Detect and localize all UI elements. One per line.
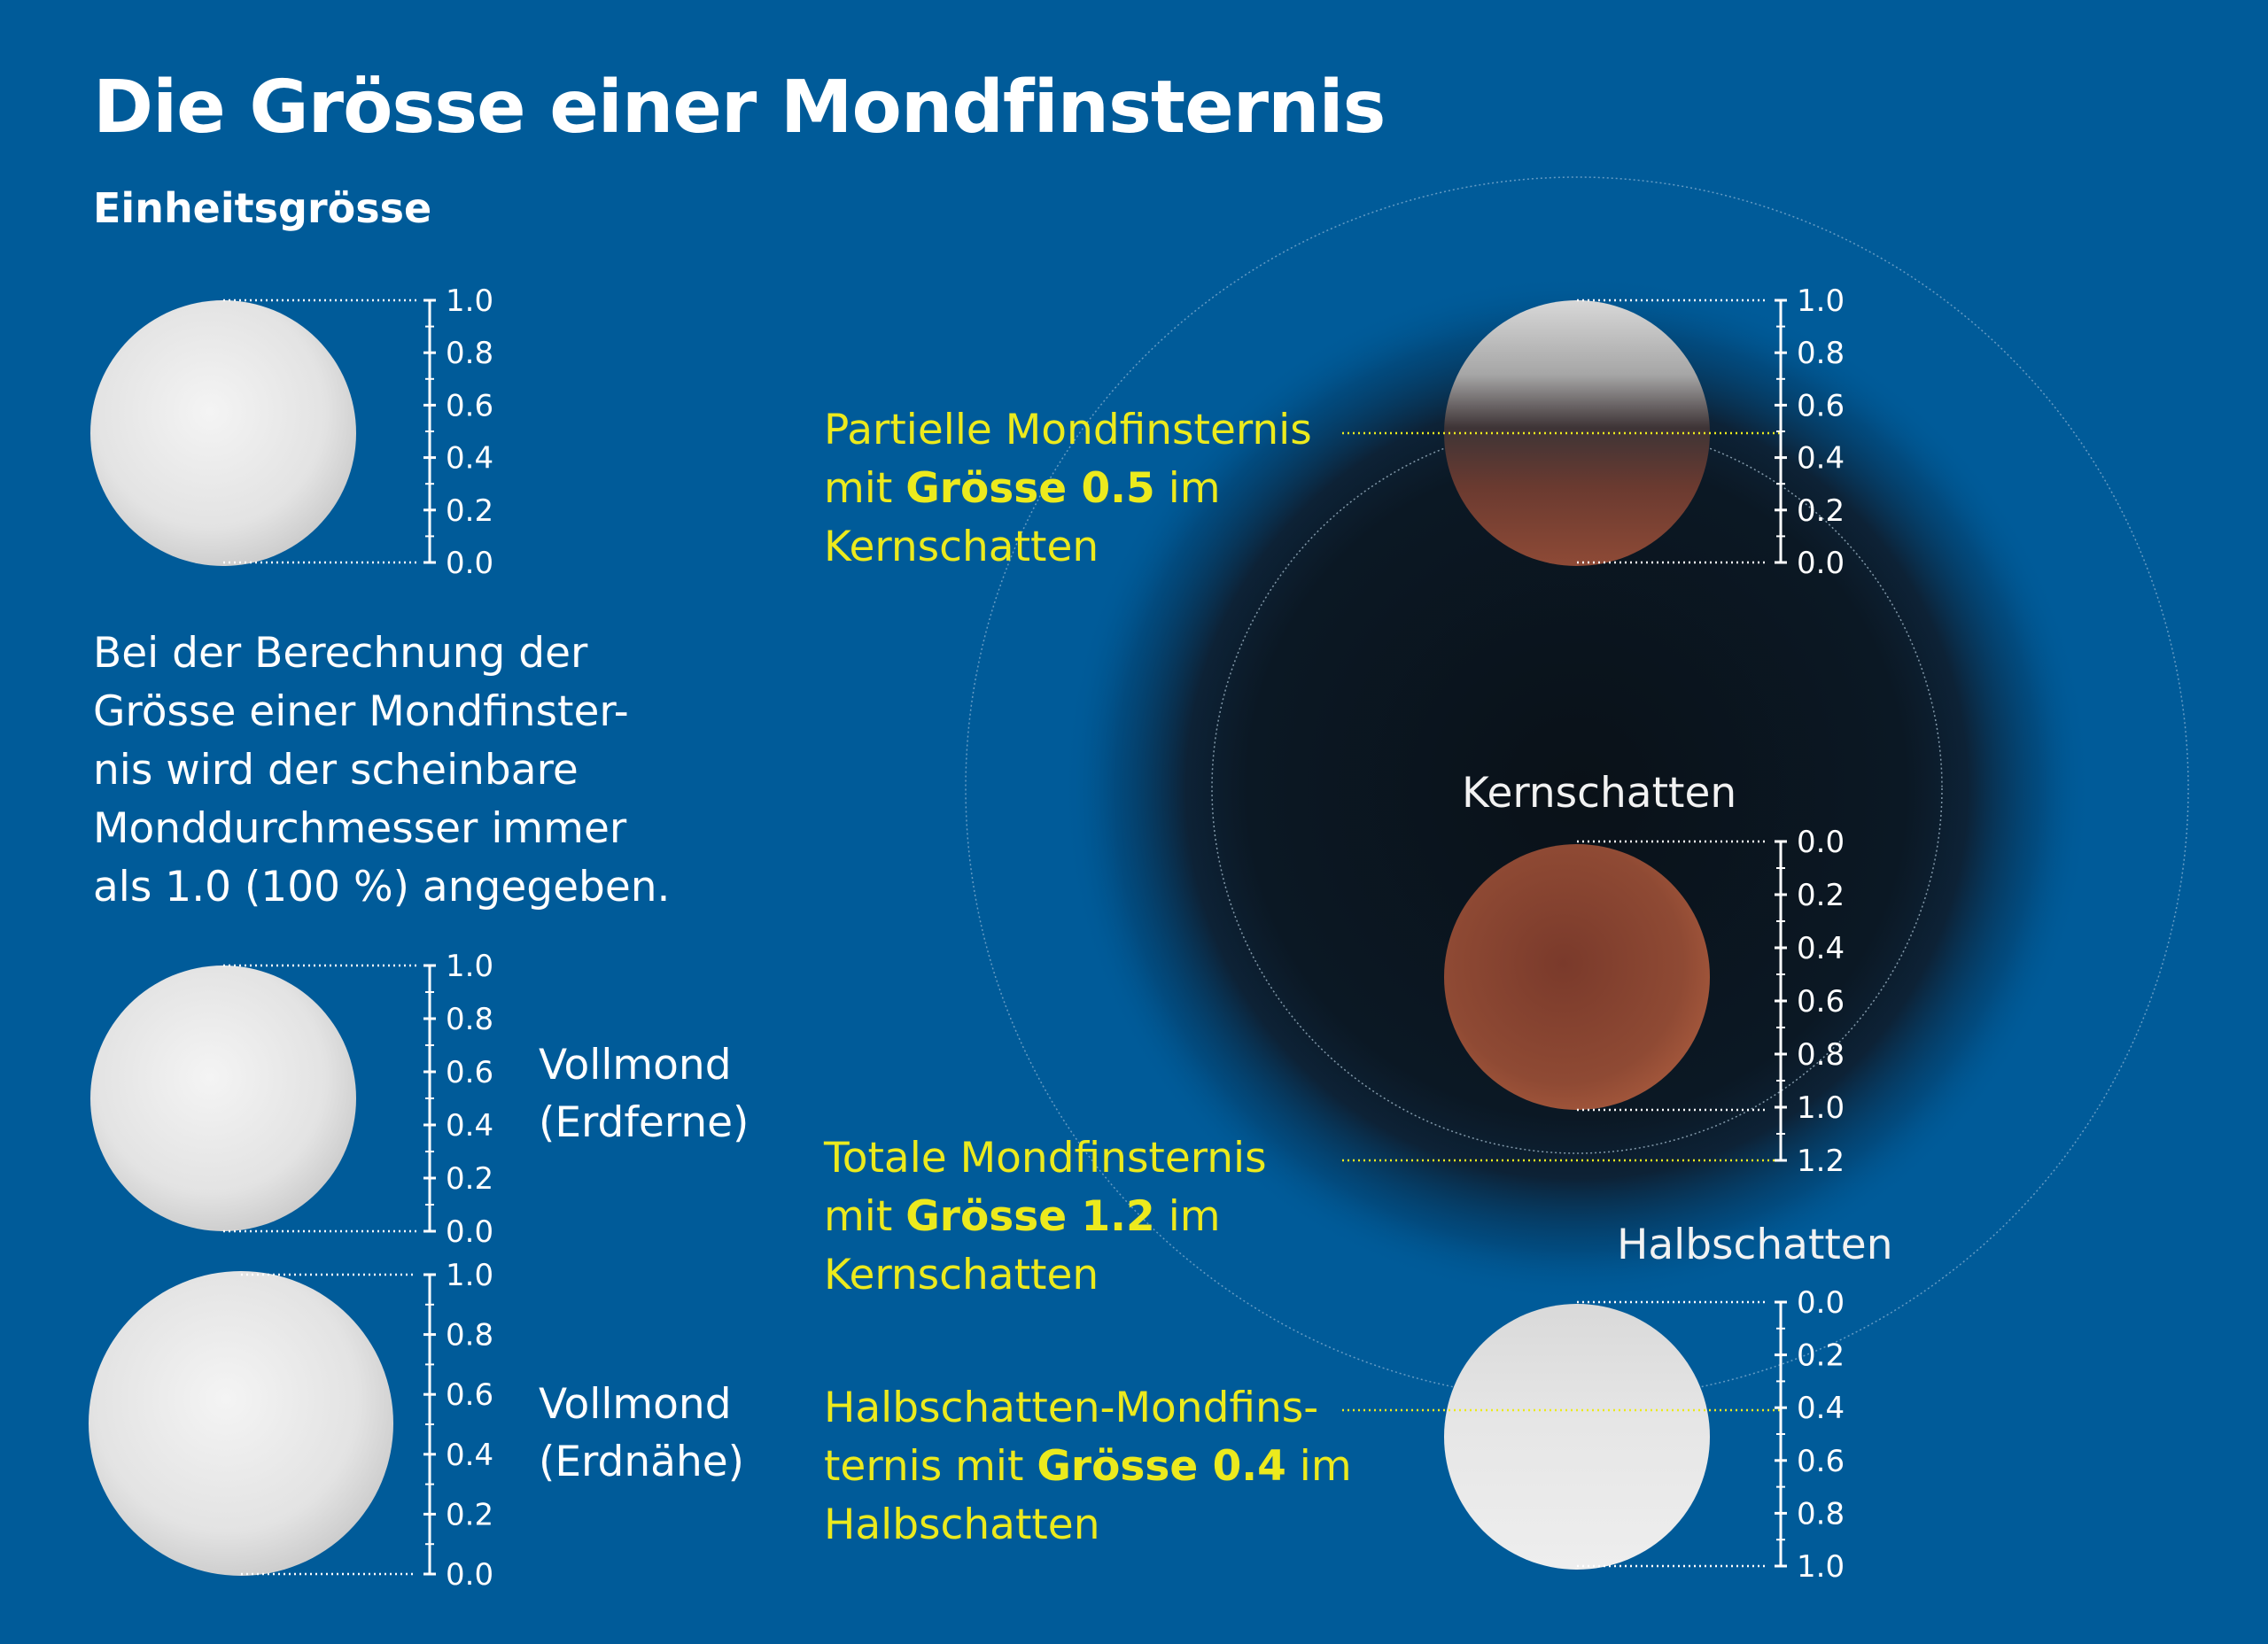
ruler-tick-label: 0.2 (446, 1161, 493, 1197)
umbra-label: Kernschatten (1462, 769, 1737, 818)
penumbra-circle (965, 176, 2189, 1400)
ruler-perigee: 1.0 0.8 0.6 0.4 0.2 0.0 (423, 1258, 493, 1593)
ruler-tick-label: 0.0 (1797, 825, 1845, 860)
text-segment: mit (824, 464, 893, 513)
ruler-tick-label: 0.4 (446, 1108, 493, 1144)
ruler-tick-label: 0.2 (446, 493, 493, 529)
perigee-sublabel: (Erdnähe) (539, 1438, 744, 1486)
ruler-tick-label: 0.4 (1797, 931, 1845, 966)
ruler-tick-label: 1.0 (446, 1258, 493, 1293)
ruler-partial: 1.0 0.8 0.6 0.4 0.2 0.0 (1775, 283, 1845, 581)
perigee-label: Vollmond (539, 1380, 732, 1429)
ruler-reference: 1.0 0.8 0.6 0.4 0.2 0.0 (423, 283, 493, 581)
unit-size-heading: Einheitsgrösse (93, 184, 432, 232)
ruler-tick-label: 0.0 (446, 546, 493, 581)
text-segment: mit (824, 1192, 893, 1241)
ruler-penumbral: 0.0 0.2 0.4 0.6 0.8 1.0 (1775, 1285, 1845, 1585)
reference-moon (90, 300, 356, 566)
ruler-tick-label: 0.2 (1797, 878, 1845, 913)
ruler-tick-label: 1.0 (446, 283, 493, 319)
explanation-line: als 1.0 (100 %) angegeben. (93, 863, 671, 911)
text-segment: im (1168, 1192, 1221, 1241)
ruler-tick-label: 0.0 (446, 1214, 493, 1250)
perigee-moon (89, 1271, 393, 1576)
ruler-tick-label: 1.2 (1797, 1144, 1845, 1179)
apogee-moon (90, 965, 356, 1231)
ruler-total: 0.0 0.2 0.4 0.6 0.8 1.0 1.2 (1775, 825, 1845, 1179)
explanation-line: Grösse einer Mondfinster- (93, 687, 629, 736)
penumbral-eclipse-zone: Halbschatten (824, 1501, 1100, 1549)
ruler-apogee: 1.0 0.8 0.6 0.4 0.2 0.0 (423, 949, 493, 1250)
magnitude-rulers: 1.00.80.60.40.20.01.00.80.60.40.20.01.00… (423, 283, 1845, 1593)
ruler-tick-label: 0.6 (1797, 984, 1845, 1020)
ruler-tick-label: 0.6 (1797, 388, 1845, 423)
ruler-tick-label: 0.2 (446, 1497, 493, 1532)
ruler-tick-label: 0.0 (446, 1557, 493, 1593)
ruler-tick-label: 0.8 (1797, 336, 1845, 371)
umbra-glow (1063, 275, 2091, 1302)
penumbral-eclipse-moon (1444, 1304, 1710, 1570)
penumbral-eclipse-magnitude-line: ternis mit Grösse 0.4 im (824, 1442, 1352, 1491)
explanation-line: nis wird der scheinbare (93, 746, 579, 795)
ruler-tick-label: 1.0 (1797, 283, 1845, 319)
ruler-tick-label: 0.6 (446, 1377, 493, 1413)
ruler-tick-label: 0.2 (1797, 493, 1845, 529)
ruler-tick-label: 0.4 (446, 1438, 493, 1473)
dotted-guide-lines (223, 299, 1781, 1576)
explanation-line: Bei der Berechnung der (93, 629, 588, 678)
ruler-tick-label: 0.8 (446, 1318, 493, 1353)
ruler-tick-label: 0.6 (446, 1055, 493, 1090)
partial-magnitude: Grösse 0.5 (905, 464, 1155, 513)
ruler-tick-label: 0.8 (446, 1002, 493, 1037)
partial-eclipse-magnitude-line: mit Grösse 0.5 im (824, 464, 1221, 513)
ruler-tick-label: 0.4 (1797, 441, 1845, 477)
total-eclipse-zone: Kernschatten (824, 1251, 1099, 1299)
text-segment: im (1299, 1442, 1352, 1491)
total-eclipse-moon (1444, 844, 1710, 1110)
partial-eclipse-zone: Kernschatten (824, 523, 1099, 571)
apogee-label: Vollmond (539, 1041, 732, 1090)
ruler-tick-label: 0.8 (1797, 1496, 1845, 1532)
ruler-tick-label: 0.6 (446, 388, 493, 423)
ruler-tick-label: 1.0 (1797, 1549, 1845, 1585)
ruler-tick-label: 0.0 (1797, 546, 1845, 581)
ruler-tick-label: 0.6 (1797, 1444, 1845, 1479)
ruler-tick-label: 0.4 (446, 441, 493, 477)
ruler-tick-label: 0.2 (1797, 1338, 1845, 1374)
text-segment: ternis mit (824, 1442, 1024, 1491)
apogee-sublabel: (Erdferne) (539, 1098, 750, 1147)
penumbra-label: Halbschatten (1617, 1221, 1893, 1269)
total-eclipse-title: Totale Mondfinsternis (824, 1134, 1267, 1183)
ruler-tick-label: 0.4 (1797, 1391, 1845, 1426)
ruler-tick-label: 0.8 (1797, 1037, 1845, 1073)
total-eclipse-magnitude-line: mit Grösse 1.2 im (824, 1192, 1221, 1241)
penumbral-magnitude: Grösse 0.4 (1037, 1442, 1286, 1491)
total-magnitude: Grösse 1.2 (905, 1192, 1155, 1241)
ruler-tick-label: 1.0 (446, 949, 493, 984)
page-title: Die Grösse einer Mondfinsternis (93, 66, 1386, 150)
penumbral-eclipse-title: Halbschatten-Mondfins- (824, 1384, 1319, 1432)
ruler-tick-label: 0.8 (446, 336, 493, 371)
ruler-tick-label: 0.0 (1797, 1285, 1845, 1321)
partial-eclipse-title: Partielle Mondfinsternis (824, 406, 1312, 454)
text-segment: im (1168, 464, 1221, 513)
explanation-line: Monddurchmesser immer (93, 804, 627, 853)
ruler-tick-label: 1.0 (1797, 1090, 1845, 1126)
